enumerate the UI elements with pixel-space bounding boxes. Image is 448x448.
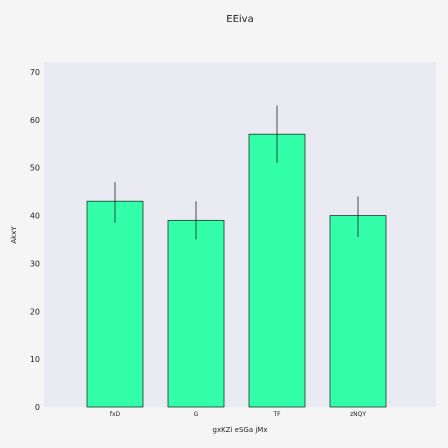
x-tick-label: zNQY <box>350 411 366 418</box>
y-tick-label: 70 <box>30 68 40 77</box>
y-tick-label: 0 <box>35 403 40 412</box>
y-tick-label: 10 <box>30 355 40 364</box>
x-tick-label: G <box>194 411 199 418</box>
y-ticks: 0 10 20 30 40 50 60 70 <box>30 68 40 412</box>
y-tick-label: 20 <box>30 307 40 316</box>
bar <box>329 215 387 408</box>
x-axis-label: gxKZi eSGa jMx <box>213 426 268 434</box>
x-tick-label: fxD <box>110 411 121 418</box>
y-tick-label: 50 <box>30 164 40 173</box>
bars <box>86 105 387 408</box>
x-tick-label: TF <box>272 411 281 418</box>
x-ticks: fxD G TF zNQY <box>110 411 366 418</box>
y-tick-label: 60 <box>30 116 40 125</box>
y-tick-label: 30 <box>30 259 40 268</box>
bar <box>167 219 225 408</box>
y-tick-label: 40 <box>30 212 40 221</box>
y-axis-label: AkxY <box>10 226 18 244</box>
bar <box>248 133 306 408</box>
chart-title: EEiva <box>226 14 253 25</box>
bar <box>86 200 144 408</box>
